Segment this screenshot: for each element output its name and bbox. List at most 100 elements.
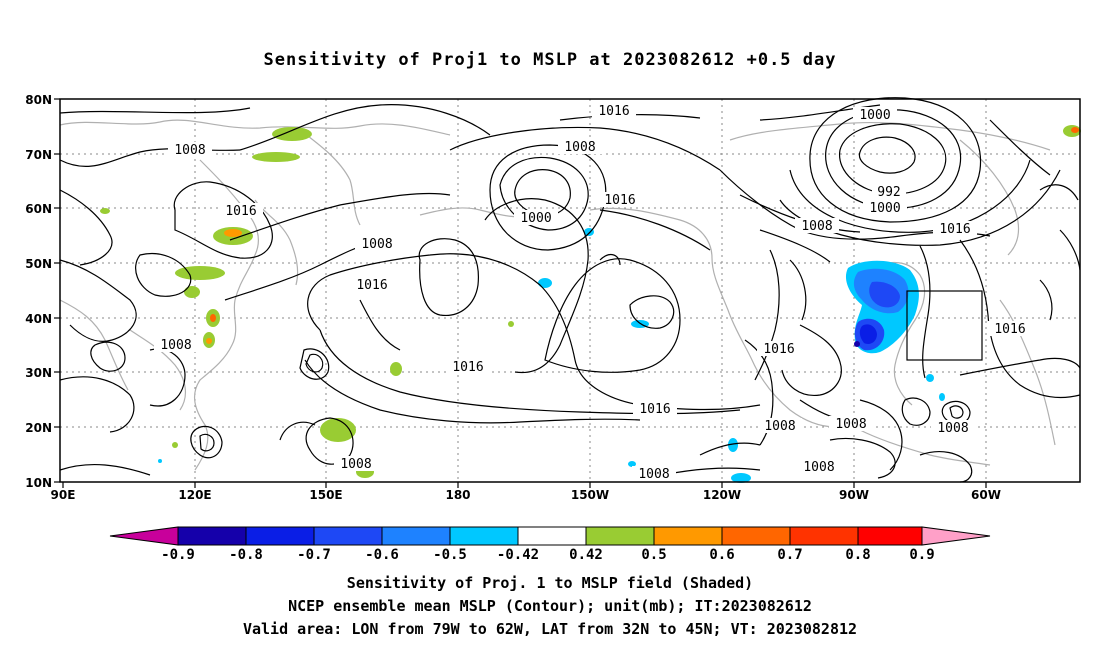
- contour-label: 1016: [350, 277, 394, 293]
- contour-label: 1016: [446, 359, 490, 375]
- contour-label: 1016: [757, 341, 801, 357]
- colorbar-right-arrow: [921, 526, 991, 546]
- contour-label: 1008: [355, 236, 399, 252]
- svg-text:1008: 1008: [835, 417, 866, 432]
- svg-text:1008: 1008: [361, 237, 392, 252]
- svg-text:1008: 1008: [764, 419, 795, 434]
- sensitivity-shading: [100, 125, 1081, 483]
- svg-text:1008: 1008: [638, 467, 669, 482]
- colorbar-label: 0.8: [845, 547, 870, 563]
- colorbar-swatch: [313, 526, 383, 546]
- contour-label: 1000: [863, 200, 907, 216]
- contour-label: 1000: [853, 107, 897, 123]
- lat-label: 80N: [25, 93, 52, 107]
- svg-text:1016: 1016: [994, 322, 1025, 337]
- axis-ticks: [54, 98, 987, 488]
- colorbar-swatch: [449, 526, 519, 546]
- contour-label: 1008: [168, 142, 212, 158]
- svg-text:1008: 1008: [937, 421, 968, 436]
- svg-text:1016: 1016: [939, 222, 970, 237]
- colorbar-label: -0.8: [229, 547, 263, 563]
- lat-label: 50N: [25, 257, 52, 271]
- lon-label: 120E: [178, 488, 211, 502]
- svg-text:992: 992: [877, 185, 900, 200]
- colorbar-swatch: [721, 526, 791, 546]
- svg-text:1016: 1016: [598, 104, 629, 119]
- lat-label: 10N: [25, 476, 52, 490]
- colorbar-swatch: [789, 526, 859, 546]
- lat-label: 20N: [25, 421, 52, 435]
- svg-text:1016: 1016: [452, 360, 483, 375]
- colorbar-label: 0.5: [641, 547, 666, 563]
- svg-text:1008: 1008: [803, 460, 834, 475]
- longitude-labels: 90E 120E 150E 180 150W 120W 90W 60W: [51, 488, 1001, 502]
- contour-label: 1008: [931, 420, 975, 436]
- svg-text:1008: 1008: [174, 143, 205, 158]
- coastlines: [59, 119, 1056, 471]
- lat-label: 40N: [25, 312, 52, 326]
- colorbar-swatch: [585, 526, 655, 546]
- lon-label: 90E: [51, 488, 76, 502]
- colorbar-swatch: [857, 526, 923, 546]
- colorbar-label: -0.42: [497, 547, 539, 563]
- colorbar-label: 0.7: [777, 547, 802, 563]
- svg-text:1016: 1016: [356, 278, 387, 293]
- svg-text:1000: 1000: [859, 108, 890, 123]
- caption-line-1: Sensitivity of Proj. 1 to MSLP field (Sh…: [346, 574, 754, 592]
- contour-label: 992: [872, 184, 906, 200]
- svg-text:1016: 1016: [225, 204, 256, 219]
- lat-label: 60N: [25, 202, 52, 216]
- contour-label: 1008: [154, 337, 198, 353]
- colorbar: -0.9 -0.8 -0.7 -0.6 -0.5 -0.42 0.42 0.5 …: [109, 526, 991, 563]
- svg-text:1008: 1008: [160, 338, 191, 353]
- svg-text:1008: 1008: [801, 219, 832, 234]
- contour-label: 1016: [933, 221, 977, 237]
- svg-text:1008: 1008: [564, 140, 595, 155]
- contour-label: 1008: [558, 139, 602, 155]
- contour-label: 1008: [334, 456, 378, 472]
- contour-label: 1000: [514, 210, 558, 226]
- lon-label: 120W: [703, 488, 741, 502]
- caption-line-3: Valid area: LON from 79W to 62W, LAT fro…: [242, 620, 858, 638]
- contour-label: 1008: [797, 459, 841, 475]
- colorbar-swatch: [517, 526, 587, 546]
- svg-text:1016: 1016: [763, 342, 794, 357]
- svg-text:1016: 1016: [604, 193, 635, 208]
- contour-label: 1016: [988, 321, 1032, 337]
- lon-label: 60W: [971, 488, 1001, 502]
- colorbar-label: -0.7: [297, 547, 331, 563]
- lat-label: 70N: [25, 148, 52, 162]
- colorbar-swatch: [653, 526, 723, 546]
- valid-area-box: [906, 290, 983, 361]
- colorbar-label: -0.9: [161, 547, 195, 563]
- contour-label: 1016: [219, 203, 263, 219]
- map-title: Sensitivity of Proj1 to MSLP at 20230826…: [263, 50, 837, 70]
- contour-label-layer: 1016 1000 1008 1008 992 1016 1000 1016 1…: [154, 103, 1032, 482]
- contour-label: 1008: [632, 466, 676, 482]
- caption-line-2: NCEP ensemble mean MSLP (Contour); unit(…: [288, 597, 812, 615]
- colorbar-labels: -0.9 -0.8 -0.7 -0.6 -0.5 -0.42 0.42 0.5 …: [161, 547, 935, 563]
- svg-text:1016: 1016: [639, 402, 670, 417]
- contour-label: 1016: [598, 192, 642, 208]
- lon-label: 150E: [309, 488, 342, 502]
- contour-label: 1008: [795, 218, 839, 234]
- colorbar-label: 0.9: [909, 547, 934, 563]
- lon-label: 90W: [839, 488, 869, 502]
- colorbar-label: 0.42: [569, 547, 603, 563]
- svg-text:1000: 1000: [520, 211, 551, 226]
- colorbar-swatch: [245, 526, 315, 546]
- colorbar-label: -0.5: [433, 547, 467, 563]
- contour-label: 1016: [633, 401, 677, 417]
- contour-label: 1008: [829, 416, 873, 432]
- svg-text:1008: 1008: [340, 457, 371, 472]
- lon-label: 150W: [571, 488, 609, 502]
- colorbar-swatch: [177, 526, 247, 546]
- colorbar-label: 0.6: [709, 547, 734, 563]
- contour-label: 1008: [758, 418, 802, 434]
- colorbar-swatch: [381, 526, 451, 546]
- colorbar-label: -0.6: [365, 547, 399, 563]
- contour-label: 1016: [592, 103, 636, 119]
- svg-text:1000: 1000: [869, 201, 900, 216]
- colorbar-left-arrow: [109, 526, 179, 546]
